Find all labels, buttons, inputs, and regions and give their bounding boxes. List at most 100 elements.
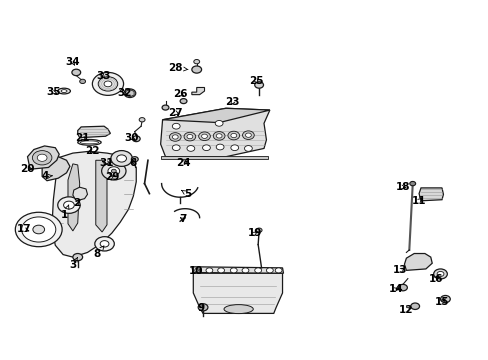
Circle shape: [227, 131, 239, 140]
Circle shape: [32, 150, 52, 165]
Circle shape: [180, 99, 186, 104]
Polygon shape: [52, 151, 136, 257]
Circle shape: [198, 304, 207, 311]
Text: 4: 4: [42, 171, 52, 181]
Circle shape: [73, 253, 82, 261]
Text: 15: 15: [434, 297, 448, 307]
Circle shape: [410, 303, 419, 310]
Circle shape: [198, 132, 210, 140]
Circle shape: [217, 268, 224, 273]
Circle shape: [72, 69, 81, 76]
Circle shape: [216, 134, 222, 138]
Circle shape: [254, 82, 263, 88]
Circle shape: [440, 296, 449, 303]
Circle shape: [92, 72, 123, 95]
Text: 18: 18: [395, 182, 410, 192]
Text: 13: 13: [392, 265, 407, 275]
Circle shape: [108, 167, 120, 175]
Circle shape: [131, 157, 138, 162]
Circle shape: [398, 284, 407, 291]
Text: 10: 10: [188, 266, 203, 276]
Circle shape: [37, 154, 47, 161]
Text: 7: 7: [179, 215, 186, 224]
Circle shape: [183, 132, 195, 141]
Circle shape: [172, 123, 180, 129]
Text: 8: 8: [93, 246, 104, 259]
Circle shape: [172, 145, 180, 150]
Circle shape: [230, 134, 236, 138]
Polygon shape: [27, 146, 59, 169]
Text: 5: 5: [181, 189, 191, 199]
Circle shape: [102, 162, 126, 180]
Text: 24: 24: [175, 158, 190, 168]
Circle shape: [21, 217, 56, 242]
Polygon shape: [125, 90, 134, 97]
Text: 20: 20: [20, 163, 35, 174]
Circle shape: [162, 105, 168, 110]
Circle shape: [63, 201, 74, 209]
Text: 32: 32: [117, 88, 132, 98]
Circle shape: [244, 145, 252, 151]
Circle shape: [186, 134, 192, 139]
Circle shape: [100, 240, 109, 247]
Circle shape: [266, 268, 273, 273]
Text: 6: 6: [129, 158, 137, 168]
Circle shape: [256, 228, 262, 232]
Polygon shape: [418, 188, 443, 201]
Text: 2: 2: [73, 198, 80, 208]
Circle shape: [169, 133, 181, 141]
Text: 21: 21: [75, 133, 90, 143]
Polygon shape: [162, 108, 269, 123]
Circle shape: [216, 144, 224, 150]
Circle shape: [58, 197, 80, 213]
Circle shape: [172, 135, 178, 139]
Circle shape: [139, 118, 145, 122]
Polygon shape: [193, 273, 282, 314]
Circle shape: [245, 133, 251, 137]
Circle shape: [111, 169, 116, 173]
Circle shape: [117, 155, 126, 162]
Text: 34: 34: [65, 57, 80, 67]
Polygon shape: [42, 157, 70, 181]
Circle shape: [95, 237, 114, 251]
Circle shape: [215, 121, 223, 126]
Circle shape: [104, 81, 112, 87]
Circle shape: [193, 59, 199, 64]
Text: 26: 26: [173, 89, 187, 99]
Circle shape: [230, 145, 238, 150]
Circle shape: [132, 136, 140, 141]
Text: 3: 3: [69, 257, 77, 270]
Circle shape: [80, 79, 85, 84]
Circle shape: [191, 66, 201, 73]
Ellipse shape: [224, 305, 253, 314]
Polygon shape: [68, 164, 80, 231]
Text: 35: 35: [46, 87, 61, 97]
Circle shape: [254, 268, 261, 273]
Text: 33: 33: [96, 71, 110, 81]
Text: 12: 12: [398, 305, 413, 315]
Text: 22: 22: [85, 146, 100, 156]
Text: 23: 23: [225, 97, 240, 107]
Polygon shape: [191, 87, 204, 95]
Text: 16: 16: [427, 274, 442, 284]
Text: 30: 30: [124, 133, 138, 143]
Text: 9: 9: [197, 303, 204, 314]
Text: 29: 29: [104, 172, 119, 182]
Polygon shape: [73, 187, 87, 201]
Circle shape: [275, 268, 282, 273]
Circle shape: [213, 132, 224, 140]
Circle shape: [111, 150, 132, 166]
Circle shape: [194, 268, 201, 273]
Circle shape: [98, 77, 118, 91]
Circle shape: [186, 145, 194, 151]
Circle shape: [15, 212, 62, 247]
Text: 11: 11: [411, 196, 426, 206]
Circle shape: [230, 268, 237, 273]
Circle shape: [242, 268, 248, 273]
Circle shape: [242, 131, 254, 139]
Ellipse shape: [78, 139, 101, 145]
Ellipse shape: [61, 90, 67, 93]
Circle shape: [33, 225, 44, 234]
Text: 27: 27: [167, 108, 182, 118]
Text: 28: 28: [168, 63, 188, 73]
